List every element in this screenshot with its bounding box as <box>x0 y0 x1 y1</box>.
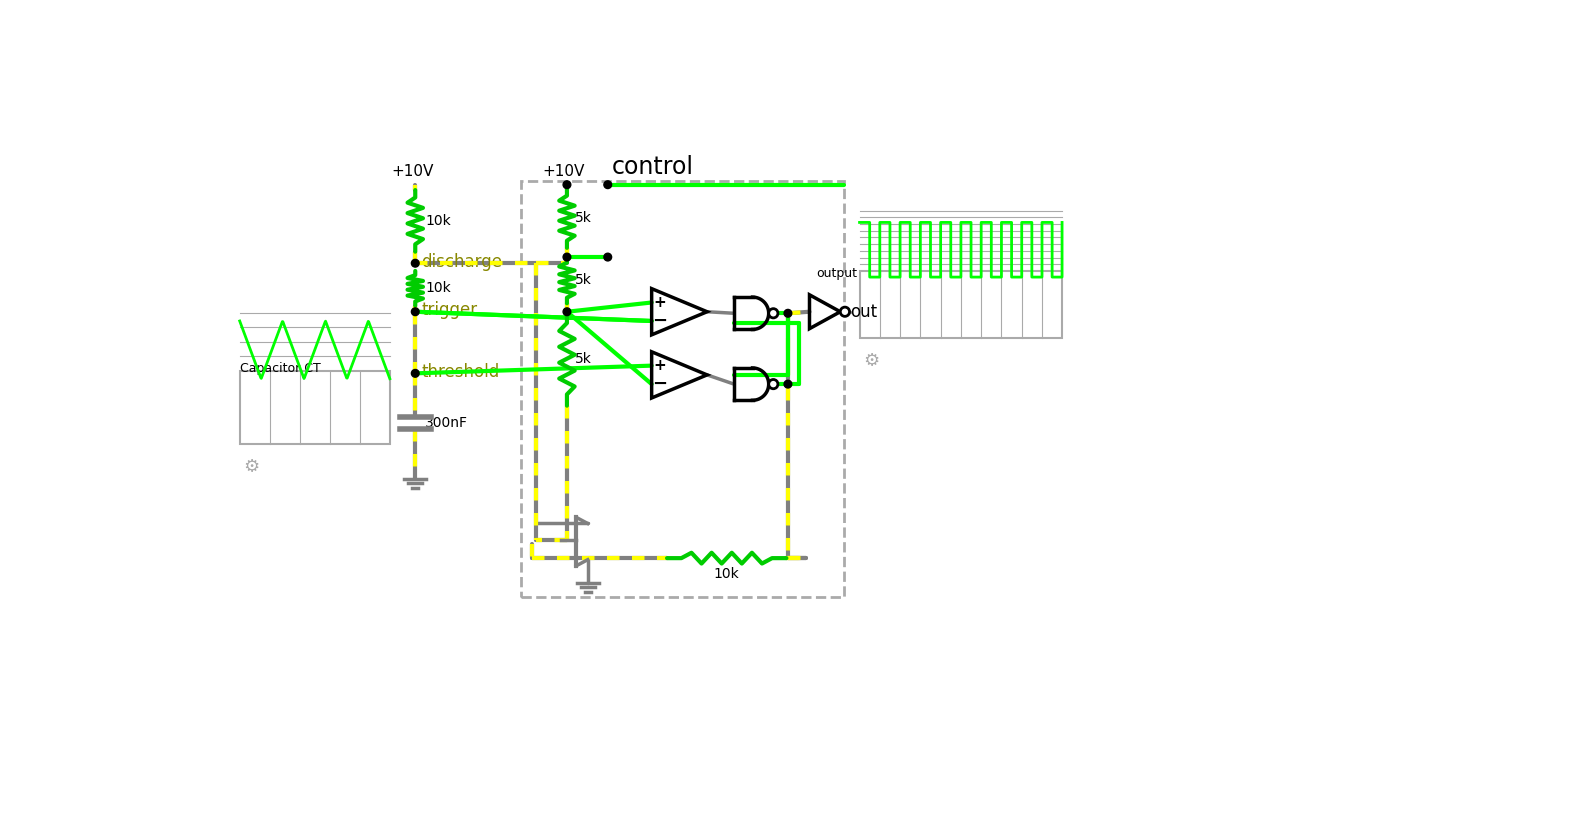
Circle shape <box>841 307 849 317</box>
Text: 300nF: 300nF <box>424 416 467 430</box>
Text: 5k: 5k <box>574 211 592 225</box>
Circle shape <box>784 309 792 317</box>
Text: 10k: 10k <box>424 282 451 295</box>
Circle shape <box>604 253 612 261</box>
Text: −: − <box>652 312 667 330</box>
Text: ⚙: ⚙ <box>863 352 879 370</box>
Text: +10V: +10V <box>391 164 434 178</box>
Text: +10V: +10V <box>543 164 585 178</box>
Text: out: out <box>851 303 877 321</box>
Circle shape <box>563 308 571 316</box>
Text: 10k: 10k <box>424 214 451 228</box>
Text: Capacitor CT: Capacitor CT <box>240 361 320 374</box>
Bar <box>521 181 844 597</box>
Text: 5k: 5k <box>574 274 592 287</box>
Circle shape <box>563 181 571 189</box>
Text: ⚙: ⚙ <box>243 458 259 476</box>
Circle shape <box>412 308 420 316</box>
Text: output: output <box>816 267 857 280</box>
Text: +: + <box>653 358 666 373</box>
Circle shape <box>768 379 778 389</box>
Circle shape <box>784 380 792 388</box>
Text: control: control <box>612 155 694 178</box>
Text: −: − <box>652 375 667 393</box>
Circle shape <box>563 253 571 261</box>
Bar <box>240 371 390 444</box>
Circle shape <box>412 260 420 267</box>
Circle shape <box>412 370 420 377</box>
Text: 10k: 10k <box>713 567 739 581</box>
Bar <box>860 271 1062 338</box>
Text: discharge: discharge <box>421 252 502 271</box>
Text: +: + <box>653 295 666 310</box>
Text: 5k: 5k <box>574 352 592 365</box>
Text: threshold: threshold <box>421 363 500 381</box>
Text: trigger: trigger <box>421 301 478 319</box>
Circle shape <box>768 309 778 318</box>
Circle shape <box>604 181 612 189</box>
